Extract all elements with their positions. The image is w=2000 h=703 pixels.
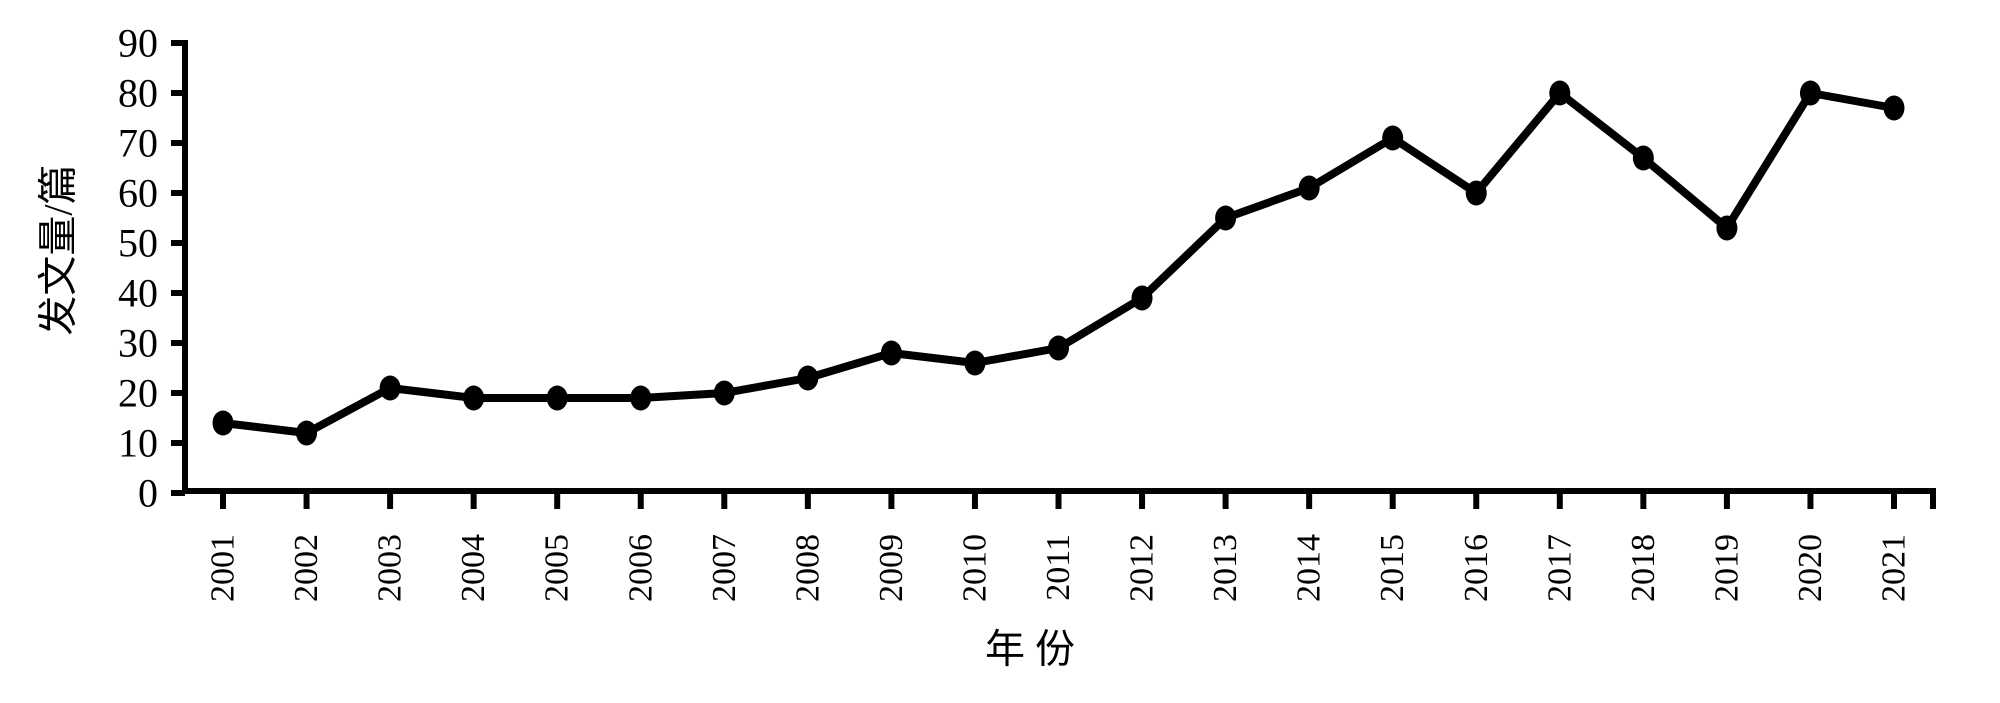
data-point — [1048, 335, 1069, 361]
x-tick-label: 2017 — [1541, 534, 1578, 602]
data-point — [546, 385, 568, 411]
x-tick-label: 2008 — [789, 534, 826, 602]
data-line — [219, 89, 1898, 437]
data-point — [463, 385, 485, 411]
y-tick-label: 40 — [118, 271, 158, 316]
data-point — [630, 385, 652, 411]
data-point — [964, 350, 986, 376]
data-point — [1632, 145, 1654, 171]
data-series — [212, 80, 1905, 446]
x-tick-label: 2013 — [1207, 534, 1244, 602]
x-tick-label: 2014 — [1291, 534, 1328, 602]
x-tick-label: 2002 — [288, 534, 325, 602]
data-point — [880, 340, 902, 366]
data-point — [1883, 95, 1905, 121]
x-tick-label: 2009 — [873, 534, 910, 602]
data-point — [212, 410, 234, 436]
y-tick-label: 70 — [118, 121, 158, 166]
x-tick-label: 2018 — [1625, 534, 1662, 602]
y-tick-label: 80 — [118, 71, 158, 116]
y-axis-ticks: 0 10 20 30 40 50 60 70 80 90 — [118, 21, 185, 516]
y-tick-label: 30 — [118, 321, 158, 366]
x-tick-label: 2003 — [372, 534, 409, 602]
x-tick-label: 2005 — [539, 534, 576, 602]
data-point — [1716, 215, 1738, 241]
data-point — [1465, 180, 1487, 206]
x-tick-label: 2020 — [1792, 534, 1829, 602]
y-tick-label: 60 — [118, 171, 158, 216]
data-point — [1131, 285, 1153, 311]
x-tick-label: 2019 — [1708, 534, 1745, 602]
data-point — [1215, 205, 1237, 231]
x-tick-label: 2012 — [1124, 534, 1161, 602]
data-point — [296, 420, 318, 446]
y-tick-label: 0 — [138, 471, 158, 516]
data-point — [1549, 80, 1571, 106]
x-tick-label: 2007 — [706, 534, 743, 602]
x-axis-ticks: 2001 2002 2003 2004 2005 2006 2007 2008 2009 2010… — [205, 494, 1936, 602]
data-point — [797, 365, 819, 391]
x-tick-label: 2006 — [622, 534, 659, 602]
y-tick-label: 20 — [118, 371, 158, 416]
x-axis-title: 年 份 — [985, 627, 1075, 672]
data-point — [713, 380, 735, 406]
x-tick-label: 2004 — [455, 534, 492, 602]
y-tick-label: 50 — [118, 221, 158, 266]
data-point — [379, 375, 401, 401]
x-tick-label: 2021 — [1876, 534, 1913, 602]
x-tick-label: 2001 — [205, 534, 242, 602]
x-tick-label: 2010 — [956, 534, 993, 602]
data-point — [1382, 125, 1404, 151]
x-tick-label: 2016 — [1458, 534, 1495, 602]
y-axis-title: 发文量/篇 — [36, 164, 81, 335]
x-tick-label: 2015 — [1374, 534, 1411, 602]
x-tick-label: 2011 — [1040, 534, 1077, 601]
y-tick-label: 10 — [118, 421, 158, 466]
data-point — [1298, 175, 1320, 201]
data-point — [1799, 80, 1821, 106]
y-tick-label: 90 — [118, 21, 158, 66]
